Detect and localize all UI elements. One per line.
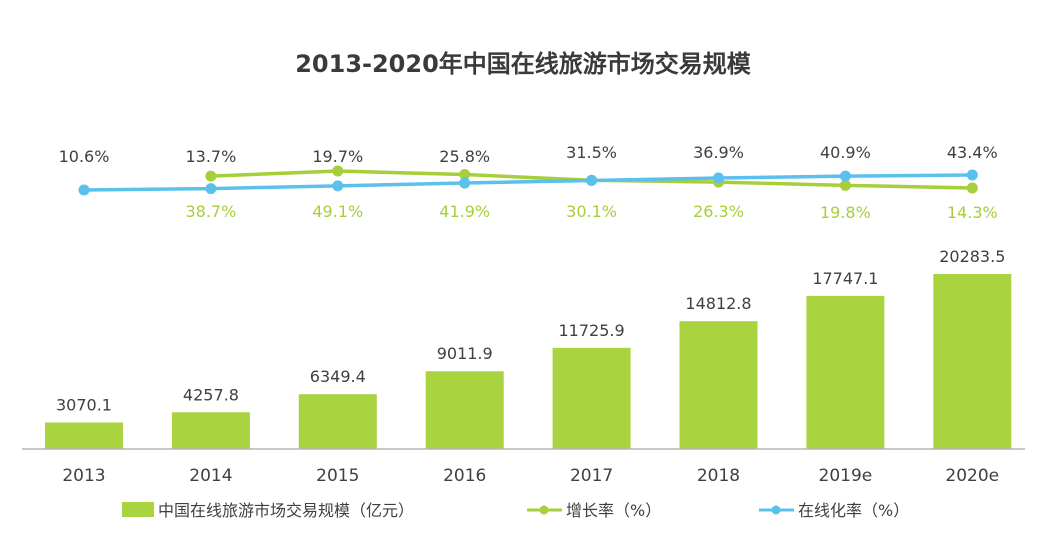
growth-rate-data-label: 14.3% xyxy=(947,203,998,222)
bar xyxy=(679,321,758,449)
growth-rate-point xyxy=(966,182,978,194)
online-rate-data-label: 31.5% xyxy=(566,143,617,162)
online-rate-data-label: 25.8% xyxy=(439,147,490,166)
bar-data-label: 3070.1 xyxy=(56,396,112,415)
legend-label: 在线化率（%） xyxy=(798,501,909,520)
online-rate-line xyxy=(83,173,973,192)
growth-rate-point xyxy=(332,165,344,177)
x-tick-label: 2018 xyxy=(697,466,740,486)
online-rate-point xyxy=(459,177,471,189)
online-rate-point xyxy=(713,172,724,184)
bar-series xyxy=(45,274,1012,449)
bar-data-label: 9011.9 xyxy=(437,344,493,363)
online-rate-point xyxy=(78,184,90,196)
bar xyxy=(298,394,377,449)
online-rate-data-label: 43.4% xyxy=(947,143,998,162)
growth-rate-data-label: 26.3% xyxy=(693,202,744,221)
growth-rate-data-label: 38.7% xyxy=(185,202,236,221)
x-tick-label: 2020e xyxy=(945,466,999,486)
bar xyxy=(933,274,1012,449)
bar-data-labels: 3070.1 4257.8 6349.4 9011.9 11725.9 14812.8 17… xyxy=(56,247,1005,415)
growth-rate-data-label: 41.9% xyxy=(439,202,490,221)
legend: 中国在线旅游市场交易规模（亿元） 增长率（%） 在线化率（%） xyxy=(122,501,909,520)
growth-rate-point xyxy=(839,179,851,191)
growth-rate-data-label: 19.8% xyxy=(820,203,871,222)
bar-data-label: 6349.4 xyxy=(310,367,366,386)
chart-title: 2013-2020年中国在线旅游市场交易规模 xyxy=(295,50,752,78)
legend-label: 中国在线旅游市场交易规模（亿元） xyxy=(158,501,414,520)
online-rate-point xyxy=(332,180,344,192)
line-data-labels: 38.7% 49.1% 41.9% 30.1% 26.3% 19.8% 14.3% 10.6%… xyxy=(59,143,998,222)
online-rate-data-label: 10.6% xyxy=(59,147,110,166)
growth-rate-point xyxy=(205,170,217,182)
online-rate-data-label: 40.9% xyxy=(820,143,871,162)
bar xyxy=(45,422,123,449)
line-series xyxy=(78,165,978,196)
bar xyxy=(552,347,631,449)
growth-rate-point xyxy=(459,169,471,181)
x-tick-label: 2014 xyxy=(189,466,232,486)
online-rate-point xyxy=(839,170,851,182)
bar xyxy=(171,412,250,449)
legend-item-market-size[interactable]: 中国在线旅游市场交易规模（亿元） xyxy=(122,501,414,520)
online-rate-data-label: 36.9% xyxy=(693,143,744,162)
online-rate-data-label: 13.7% xyxy=(185,147,236,166)
bar-data-label: 11725.9 xyxy=(559,321,625,340)
legend-label: 增长率（%） xyxy=(566,501,661,520)
bar-data-label: 14812.8 xyxy=(685,294,751,313)
bar-data-label: 4257.8 xyxy=(183,385,239,404)
bar-data-label: 20283.5 xyxy=(939,247,1005,266)
online-rate-point xyxy=(586,174,598,186)
bar-data-label: 17747.1 xyxy=(812,269,878,288)
online-rate-point xyxy=(205,183,217,195)
x-tick-label: 2017 xyxy=(570,466,613,486)
x-tick-label: 2013 xyxy=(62,466,105,486)
bar xyxy=(425,371,504,449)
legend-marker-icon xyxy=(539,505,549,515)
bar xyxy=(806,295,885,449)
legend-bar-swatch-icon xyxy=(122,502,154,517)
x-tick-label: 2016 xyxy=(443,466,486,486)
growth-rate-data-label: 49.1% xyxy=(312,202,363,221)
x-axis-ticks: 2013 2014 2015 2016 2017 2018 2019e 2020e xyxy=(62,466,999,486)
x-tick-label: 2019e xyxy=(819,466,873,486)
growth-rate-data-label: 30.1% xyxy=(566,202,617,221)
legend-marker-icon xyxy=(771,505,781,515)
online-rate-data-label: 19.7% xyxy=(312,147,363,166)
online-rate-point xyxy=(966,169,978,181)
legend-item-online-rate[interactable]: 在线化率（%） xyxy=(759,501,909,520)
legend-item-growth-rate[interactable]: 增长率（%） xyxy=(527,501,661,520)
x-tick-label: 2015 xyxy=(316,466,359,486)
